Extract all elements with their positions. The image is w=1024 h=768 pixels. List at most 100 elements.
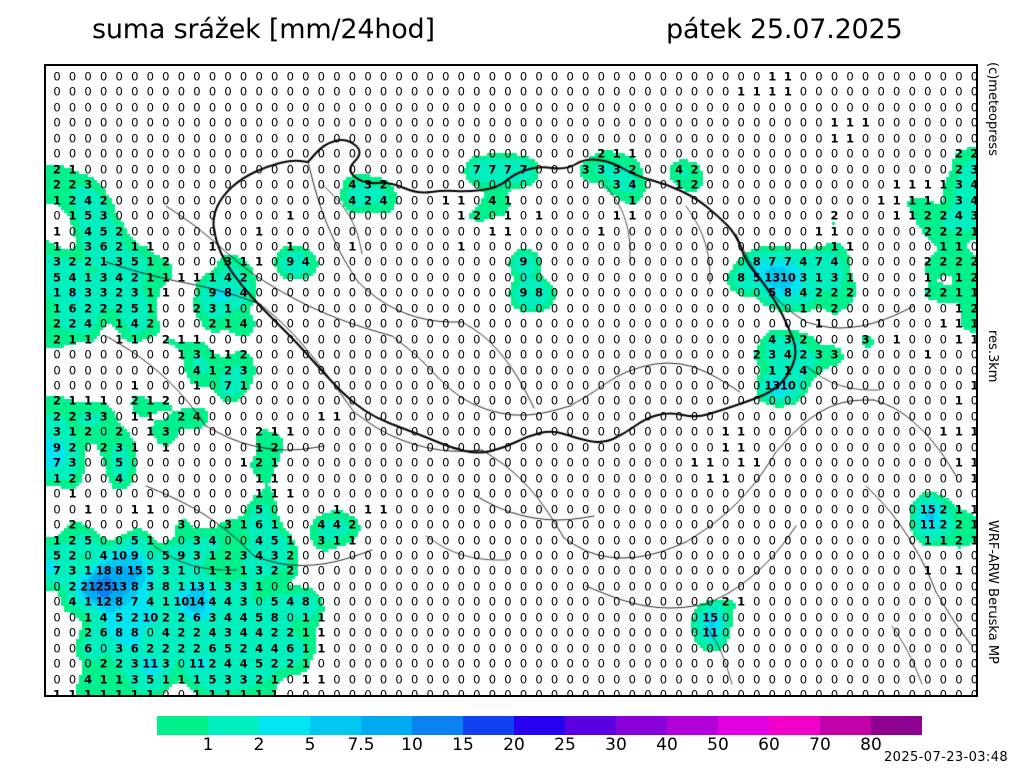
grid-cell-value: 1 — [939, 177, 948, 192]
grid-cell-value: 0 — [675, 486, 683, 501]
grid-cell-value: 8 — [224, 285, 233, 300]
grid-cell-value: 0 — [582, 84, 590, 99]
grid-cell-value: 1 — [99, 671, 108, 686]
grid-cell-value: 0 — [550, 548, 559, 563]
grid-cell-value: 1 — [846, 131, 855, 146]
grid-cell-value: 0 — [799, 316, 808, 331]
grid-cell-value: 0 — [146, 161, 154, 176]
grid-cell-value: 0 — [550, 347, 559, 362]
grid-cell-value: 0 — [162, 84, 170, 99]
grid-cell-value: 4 — [970, 177, 978, 192]
grid-cell-value: 0 — [457, 610, 465, 624]
grid-cell-value: 0 — [348, 548, 357, 563]
grid-cell-value: 0 — [473, 548, 481, 563]
grid-cell-value: 0 — [939, 115, 948, 130]
grid-cell-value: 0 — [193, 84, 201, 99]
grid-cell-value: 0 — [457, 177, 465, 192]
grid-cell-value: 0 — [737, 610, 745, 624]
grid-cell-value: 0 — [706, 409, 714, 424]
grid-cell-value: 0 — [877, 84, 885, 99]
grid-cell-value: 0 — [364, 671, 372, 686]
grid-cell-value: 0 — [379, 409, 388, 424]
grid-cell-value: 0 — [566, 455, 574, 470]
grid-cell-value: 0 — [519, 393, 528, 408]
grid-cell-value: 0 — [395, 671, 403, 686]
grid-cell-value: 6 — [99, 239, 108, 254]
grid-cell-value: 0 — [504, 239, 512, 254]
grid-cell-value: 3 — [224, 671, 233, 686]
grid-cell-value: 11 — [142, 656, 159, 671]
grid-cell-value: 1 — [814, 223, 823, 238]
grid-cell-value: 4 — [192, 362, 201, 377]
grid-cell-value: 0 — [224, 146, 232, 161]
grid-cell-value: 0 — [955, 378, 963, 393]
grid-cell-value: 0 — [239, 393, 248, 408]
colorbar — [157, 716, 922, 735]
colorbar-swatch — [565, 716, 616, 735]
grid-cell-value: 0 — [333, 301, 341, 315]
grid-cell-value: 1 — [317, 625, 326, 640]
grid-cell-value: 8 — [270, 610, 279, 624]
grid-cell-value: 0 — [99, 362, 108, 377]
grid-cell-value: 0 — [737, 223, 745, 238]
grid-cell-value: 0 — [395, 115, 403, 130]
grid-cell-value: 0 — [84, 378, 92, 393]
grid-cell-value: 0 — [659, 440, 668, 455]
colorbar-swatch — [871, 716, 922, 735]
grid-cell-value: 0 — [799, 640, 808, 655]
grid-cell-value: 0 — [317, 455, 326, 470]
grid-cell-value: 0 — [768, 548, 776, 563]
grid-cell-value: 0 — [908, 84, 916, 99]
grid-cell-value: 0 — [224, 100, 232, 115]
grid-cell-value: 0 — [208, 192, 217, 207]
grid-cell-value: 0 — [426, 223, 434, 238]
grid-cell-value: 0 — [442, 208, 450, 223]
grid-cell-value: 0 — [504, 625, 512, 640]
grid-cell-value: 0 — [690, 440, 699, 455]
grid-cell-value: 0 — [768, 579, 776, 594]
grid-cell-value: 0 — [271, 285, 279, 300]
grid-cell-value: 2 — [68, 532, 77, 547]
grid-cell-value: 0 — [53, 656, 61, 671]
colorbar-swatch — [157, 716, 208, 735]
grid-cell-value: 0 — [535, 409, 543, 424]
grid-cell-value: 0 — [877, 393, 885, 408]
grid-cell-value: 0 — [613, 285, 621, 300]
grid-cell-value: 0 — [488, 579, 497, 594]
grid-cell-value: 0 — [939, 362, 948, 377]
grid-cell-value: 0 — [784, 316, 792, 331]
grid-cell-value: 0 — [768, 424, 776, 439]
grid-cell-value: 3 — [612, 161, 621, 176]
grid-cell-value: 0 — [846, 424, 854, 439]
grid-cell-value: 0 — [177, 161, 186, 176]
grid-cell-value: 8 — [115, 625, 124, 640]
grid-cell-value: 0 — [53, 671, 61, 686]
grid-cell-value: 0 — [613, 579, 621, 594]
grid-cell-value: 0 — [379, 640, 388, 655]
grid-cell-value: 0 — [939, 563, 948, 578]
grid-cell-value: 1 — [503, 192, 512, 207]
grid-cell-value: 0 — [488, 470, 497, 485]
map-plot-area[interactable]: 0 0 0 0 0 0 0 0 0 0 0 0 0 0 0 0 0 0 0 0 0 0 0 0 0 0 0 0 0 0 0 0 0 0 0 0 0 0 0 0… — [44, 64, 978, 697]
grid-cell-value: 0 — [768, 208, 776, 223]
grid-cell-value: 0 — [99, 69, 108, 84]
grid-cell-value: 1 — [68, 486, 77, 501]
grid-cell-value: 0 — [224, 115, 232, 130]
grid-cell-value: 2 — [363, 192, 373, 207]
grid-cell-value: 0 — [271, 362, 279, 377]
grid-cell-value: 0 — [488, 285, 497, 300]
grid-cell-value: 0 — [364, 84, 372, 99]
grid-cell-value: 0 — [504, 687, 512, 697]
grid-cell-value: 0 — [177, 362, 186, 377]
grid-cell-value: 0 — [162, 501, 170, 516]
grid-cell-value: 0 — [224, 470, 232, 485]
grid-cell-value: 1 — [768, 69, 777, 84]
grid-cell-value: 0 — [566, 393, 574, 408]
grid-cell-value: 0 — [690, 316, 699, 331]
grid-cell-value: 4 — [115, 470, 124, 485]
grid-cell-value: 0 — [675, 455, 683, 470]
grid-cell-value: 3 — [192, 548, 201, 563]
grid-cell-value: 0 — [908, 146, 916, 161]
grid-cell-value: 0 — [162, 409, 170, 424]
grid-cell-value: 0 — [286, 270, 294, 285]
